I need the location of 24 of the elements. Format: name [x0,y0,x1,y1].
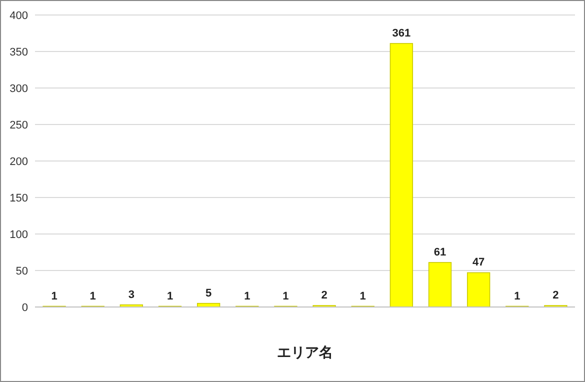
y-tick-label: 350 [10,46,28,58]
data-label: 361 [392,27,411,40]
data-label: 1 [51,290,58,302]
data-label: 2 [321,290,328,302]
y-tick-label: 50 [16,266,28,278]
data-label: 1 [166,290,174,302]
y-tick-label: 400 [10,10,28,22]
data-label: 1 [514,290,520,302]
data-label: 5 [206,287,212,300]
data-label: 1 [244,290,250,302]
data-label: 3 [128,288,134,301]
y-tick-label: 300 [10,83,28,95]
x-axis-title: エリア名 [277,344,333,360]
data-label: 1 [90,290,96,302]
data-label: 1 [360,290,366,302]
data-label: 61 [434,246,446,258]
data-label: 2 [552,290,559,302]
data-label: 1 [282,290,289,302]
y-tick-label: 100 [10,229,28,241]
y-tick-label: 0 [22,302,28,314]
y-tick-label: 250 [10,120,28,132]
y-tick-label: 150 [10,192,28,204]
y-tick-label: 200 [10,156,28,168]
data-label: 47 [472,256,485,269]
